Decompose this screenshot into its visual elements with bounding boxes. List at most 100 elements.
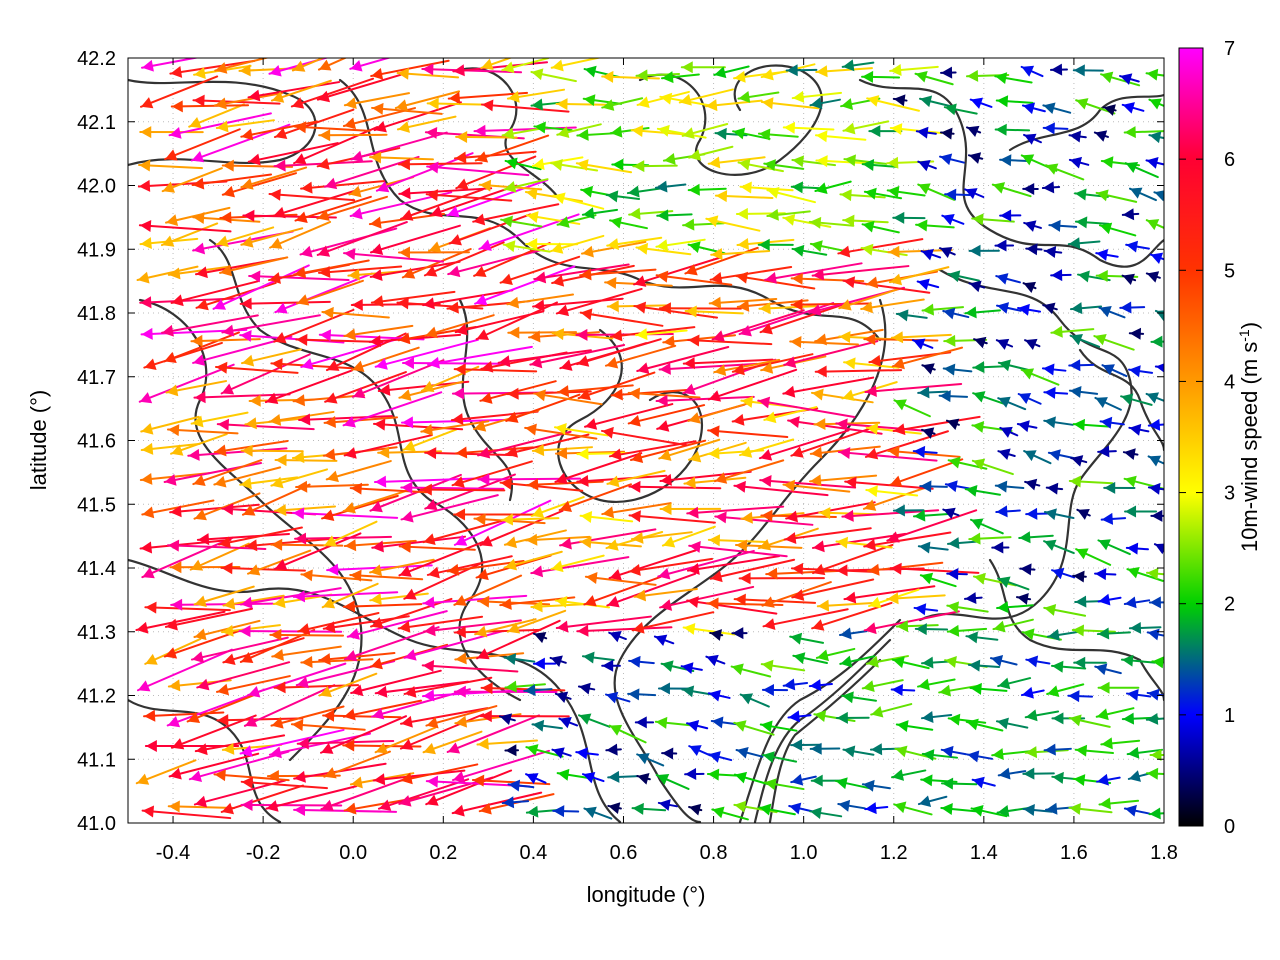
wind-arrow: [163, 331, 240, 364]
wind-arrow: [709, 265, 793, 284]
wind-arrow-shaft: [608, 549, 697, 580]
wind-arrow-head: [812, 268, 825, 281]
wind-arrow-head: [448, 91, 461, 104]
wind-arrow-head: [1149, 98, 1162, 110]
wind-arrow: [274, 454, 338, 467]
wind-arrow: [1149, 252, 1164, 264]
wind-arrow-head: [378, 383, 391, 396]
x-tick-label: 1.8: [1150, 842, 1178, 864]
wind-arrow-head: [343, 739, 355, 752]
wind-arrow-head: [922, 303, 935, 316]
wind-arrow-head: [317, 209, 330, 221]
wind-arrow-head: [1073, 774, 1086, 787]
wind-arrow-shaft: [196, 532, 291, 541]
wind-arrow: [316, 72, 405, 103]
wind-arrow-head: [222, 159, 234, 172]
wind-arrow: [1123, 804, 1151, 817]
wind-arrow-head: [1069, 130, 1082, 143]
wind-arrow: [144, 601, 231, 614]
wind-arrow-head: [1094, 130, 1108, 142]
wind-arrow-head: [374, 121, 387, 133]
wind-arrow-head: [602, 659, 614, 672]
wind-arrow-head: [887, 531, 900, 543]
wind-arrow: [264, 369, 353, 404]
wind-arrow: [967, 152, 984, 164]
wind-arrow: [919, 572, 957, 588]
wind-arrow: [633, 301, 719, 319]
wind-arrow: [1103, 481, 1136, 494]
wind-arrow-head: [998, 677, 1011, 690]
wind-arrow: [861, 779, 891, 792]
wind-arrow: [422, 594, 528, 609]
wind-arrow-head: [580, 511, 593, 523]
wind-arrow: [1146, 688, 1164, 701]
wind-arrow-head: [761, 509, 773, 522]
wind-arrow: [550, 554, 605, 573]
wind-arrow: [343, 434, 433, 459]
wind-arrow: [991, 748, 1031, 761]
wind-arrow-shaft: [212, 264, 310, 310]
wind-arrow: [1075, 548, 1112, 566]
wind-arrow: [351, 346, 420, 373]
wind-arrow: [584, 572, 657, 586]
wind-arrow-head: [170, 505, 182, 518]
wind-arrow-head: [294, 121, 307, 134]
wind-arrow: [375, 152, 474, 193]
wind-arrow: [687, 400, 754, 424]
wind-arrow: [349, 482, 428, 495]
wind-arrow-head: [942, 214, 955, 226]
wind-arrow-head: [426, 794, 439, 806]
wind-arrow: [989, 654, 1018, 667]
wind-arrow: [681, 122, 729, 139]
wind-arrow: [170, 714, 257, 750]
wind-arrow-head: [190, 559, 204, 571]
wind-arrow: [837, 447, 938, 462]
wind-arrow: [764, 262, 863, 284]
wind-arrow-head: [322, 509, 335, 522]
wind-arrow-shaft: [686, 555, 781, 572]
wind-arrow-shaft: [216, 675, 291, 693]
wind-arrow: [895, 720, 934, 733]
wind-arrow: [399, 713, 485, 750]
wind-arrow-head: [145, 653, 158, 665]
wind-arrow: [890, 684, 916, 697]
wind-arrow: [169, 59, 256, 78]
wind-arrow-head: [474, 513, 486, 526]
wind-arrow-head: [1026, 655, 1039, 668]
wind-arrow-head: [214, 444, 227, 457]
wind-arrow-shaft: [399, 707, 489, 725]
wind-arrow-head: [350, 482, 362, 495]
wind-arrow-head: [164, 647, 178, 659]
wind-arrow-head: [1148, 482, 1161, 495]
wind-arrow-shaft: [453, 368, 538, 373]
wind-arrow: [190, 636, 289, 663]
wind-arrow: [136, 265, 199, 284]
wind-arrow-head: [1129, 423, 1142, 436]
wind-arrow-head: [732, 627, 744, 640]
wind-arrow-head: [633, 160, 645, 173]
wind-arrow-head: [421, 380, 435, 392]
wind-arrow-shaft: [576, 626, 673, 633]
wind-arrow-head: [1073, 418, 1086, 431]
wind-arrow-head: [372, 707, 385, 720]
wind-arrow-head: [531, 506, 545, 518]
wind-arrow-shaft: [477, 430, 572, 457]
wind-arrow: [552, 805, 580, 818]
wind-arrow: [886, 509, 978, 543]
wind-arrow: [576, 474, 668, 487]
wind-arrow: [213, 466, 282, 488]
wind-arrow-shaft: [270, 705, 345, 727]
wind-arrow: [890, 331, 952, 344]
wind-arrow-head: [322, 597, 336, 609]
wind-arrow-shaft: [169, 59, 256, 75]
wind-arrow: [1100, 71, 1141, 87]
wind-arrow-head: [194, 67, 206, 79]
wind-arrow: [1050, 325, 1095, 338]
wind-arrow-shaft: [316, 195, 388, 220]
wind-arrow-head: [1051, 325, 1063, 338]
wind-arrow: [369, 558, 435, 577]
wind-arrow-head: [321, 799, 334, 812]
wind-arrow: [1126, 688, 1152, 701]
wind-arrow-shaft: [163, 331, 240, 363]
wind-arrow-head: [893, 211, 905, 224]
